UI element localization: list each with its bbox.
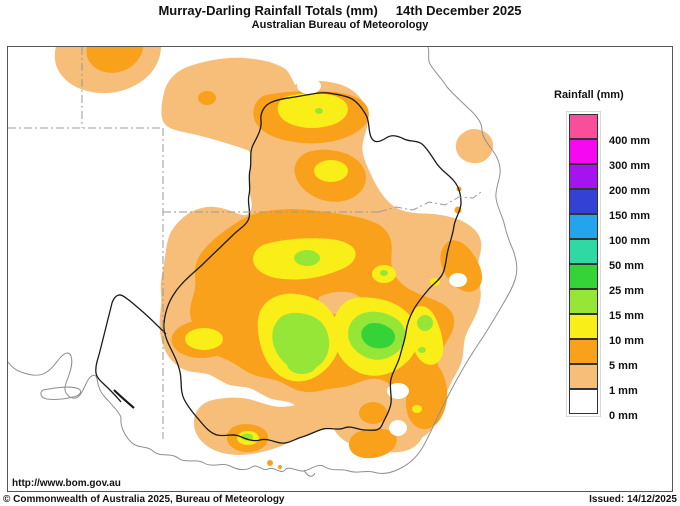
- legend-entry: 25 mm: [569, 264, 644, 297]
- legend-label: 100 mm: [609, 235, 650, 247]
- rainfall-zero-holes: [297, 78, 467, 436]
- legend-label: 15 mm: [609, 310, 644, 322]
- legend-label: 400 mm: [609, 135, 650, 147]
- legend-swatch: [569, 189, 598, 214]
- rainfall-layer-25mm: [361, 323, 395, 349]
- legend-entry: 400 mm: [569, 114, 650, 147]
- legend-title: Rainfall (mm): [554, 89, 624, 101]
- rainfall-map-svg: [8, 47, 672, 491]
- legend-entry: 0 mm: [569, 389, 638, 422]
- legend-swatch: [569, 214, 598, 239]
- legend-swatch: [569, 239, 598, 264]
- map-frame: Rainfall (mm) 400 mm 300 mm 200 mm 150 mm 10…: [7, 46, 673, 492]
- legend-label: 0 mm: [609, 410, 638, 422]
- legend-swatch: [569, 389, 598, 414]
- legend-swatch: [569, 264, 598, 289]
- legend-swatch: [569, 314, 598, 339]
- bom-url-label: http://www.bom.gov.au: [12, 478, 121, 489]
- legend-label: 5 mm: [609, 360, 638, 372]
- page-date: 14th December 2025: [395, 3, 522, 18]
- legend-swatch: [569, 339, 598, 364]
- legend-entry: 100 mm: [569, 214, 650, 247]
- legend-label: 1 mm: [609, 385, 638, 397]
- legend-swatch: [569, 364, 598, 389]
- legend-swatch: [569, 289, 598, 314]
- legend-entry: 50 mm: [569, 239, 644, 272]
- legend-entry: 200 mm: [569, 164, 650, 197]
- legend-entry: 15 mm: [569, 289, 644, 322]
- legend-label: 25 mm: [609, 285, 644, 297]
- state-borders: [8, 47, 482, 439]
- legend-entry: 150 mm: [569, 189, 650, 222]
- basin-boundary: [95, 92, 462, 444]
- legend-swatch: [569, 139, 598, 164]
- coastline: [8, 47, 518, 477]
- legend-label: 300 mm: [609, 160, 650, 172]
- legend-entry: 5 mm: [569, 339, 638, 372]
- legend-label: 200 mm: [609, 185, 650, 197]
- legend-swatch: [569, 164, 598, 189]
- header: Murray-Darling Rainfall Totals (mm) 14th…: [0, 3, 680, 18]
- copyright-text: © Commonwealth of Australia 2025, Bureau…: [3, 494, 285, 505]
- legend-label: 10 mm: [609, 335, 644, 347]
- issued-date: Issued: 14/12/2025: [589, 494, 677, 505]
- legend-label: 50 mm: [609, 260, 644, 272]
- legend-entry: 10 mm: [569, 314, 644, 347]
- legend-label: 150 mm: [609, 210, 650, 222]
- legend-entry: 1 mm: [569, 364, 638, 397]
- page-title: Murray-Darling Rainfall Totals (mm): [158, 3, 378, 18]
- legend-entry: 300 mm: [569, 139, 650, 172]
- organisation-subtitle: Australian Bureau of Meteorology: [251, 19, 429, 31]
- legend-entries: 400 mm 300 mm 200 mm 150 mm 100 mm 50 mm 25 mm…: [566, 111, 650, 422]
- legend-swatch: [569, 114, 598, 139]
